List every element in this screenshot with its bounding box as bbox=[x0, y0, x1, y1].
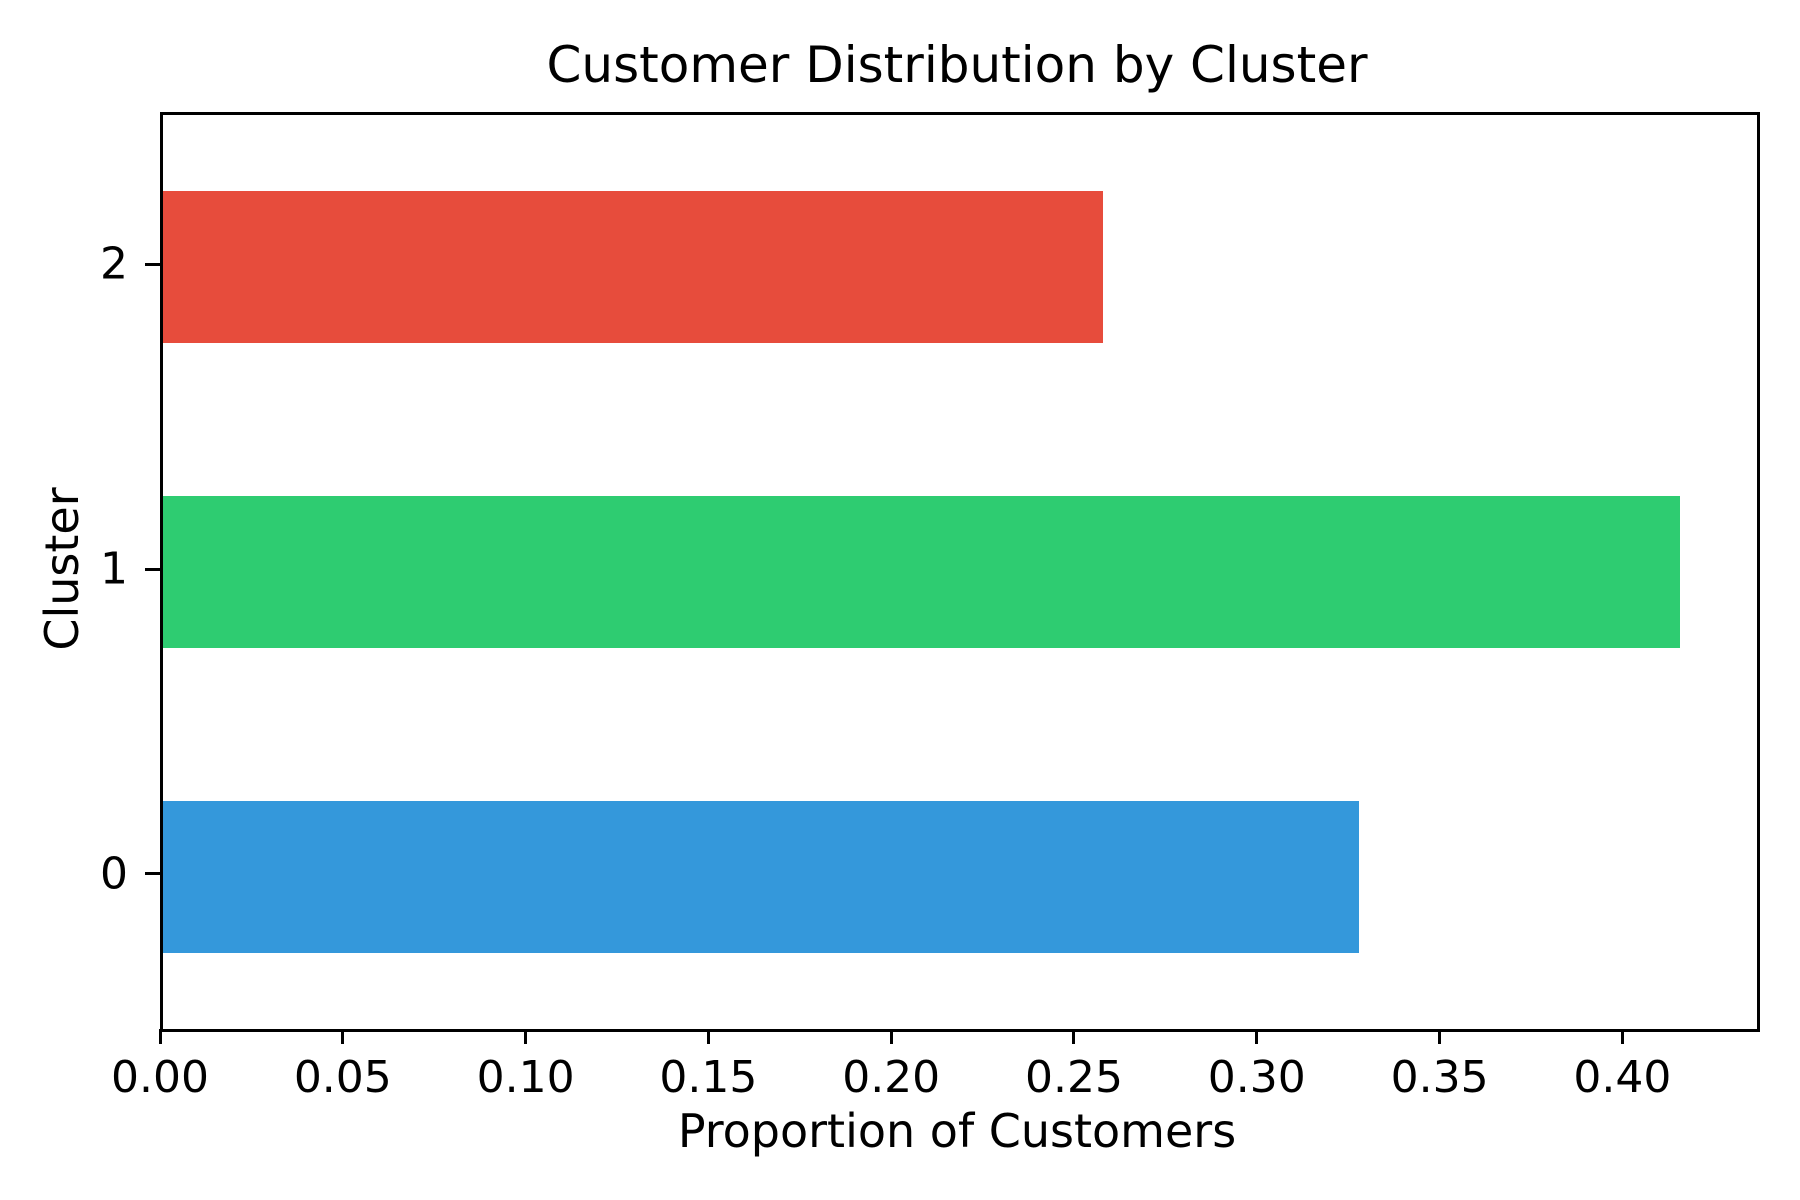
y-tick-mark bbox=[145, 262, 160, 266]
bar-cluster-2 bbox=[163, 191, 1103, 344]
x-tick-mark bbox=[1438, 1029, 1442, 1044]
y-tick-mark bbox=[145, 567, 160, 571]
x-tick-mark bbox=[1620, 1029, 1624, 1044]
y-axis-label: Cluster bbox=[35, 487, 89, 651]
y-tick-label: 1 bbox=[100, 543, 128, 595]
x-axis-label: Proportion of Customers bbox=[677, 1104, 1237, 1158]
x-tick-label: 0.35 bbox=[1390, 1052, 1489, 1103]
x-tick-label: 0.10 bbox=[476, 1052, 575, 1103]
x-tick-label: 0.25 bbox=[1025, 1052, 1123, 1103]
x-tick-mark bbox=[524, 1029, 528, 1044]
y-tick-mark bbox=[145, 872, 160, 876]
x-tick-label: 0.05 bbox=[293, 1052, 392, 1103]
plot-area bbox=[160, 112, 1760, 1032]
x-tick-mark bbox=[706, 1029, 710, 1044]
x-tick-label: 0.40 bbox=[1573, 1052, 1672, 1103]
x-tick-label: 0.15 bbox=[659, 1052, 758, 1103]
x-tick-mark bbox=[1072, 1029, 1076, 1044]
bar-cluster-1 bbox=[163, 495, 1681, 649]
x-tick-label: 0.00 bbox=[111, 1052, 209, 1103]
y-tick-label: 2 bbox=[100, 238, 128, 290]
x-tick-mark bbox=[889, 1029, 893, 1044]
x-tick-label: 0.20 bbox=[842, 1052, 941, 1103]
x-tick-mark bbox=[158, 1029, 162, 1044]
x-tick-mark bbox=[1255, 1029, 1259, 1044]
x-tick-label: 0.30 bbox=[1207, 1052, 1306, 1103]
chart-title: Customer Distribution by Cluster bbox=[546, 36, 1368, 94]
y-tick-label: 0 bbox=[100, 848, 128, 900]
x-tick-mark bbox=[341, 1029, 345, 1044]
bar-cluster-0 bbox=[163, 800, 1359, 953]
